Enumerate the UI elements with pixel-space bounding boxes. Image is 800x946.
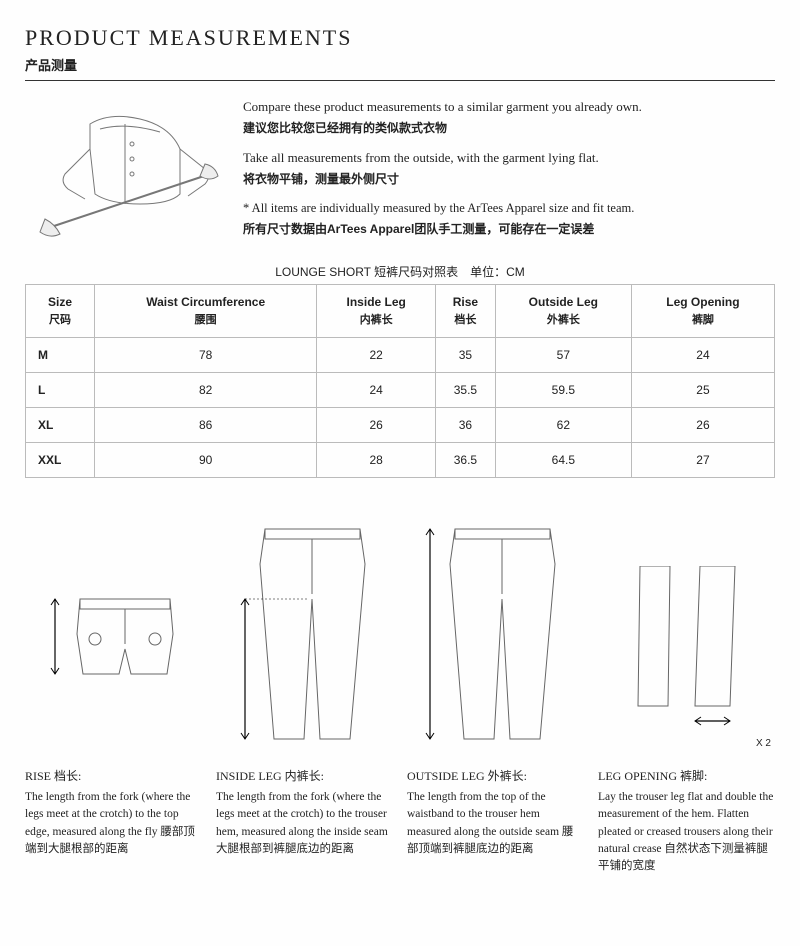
- table-cell: 24: [317, 373, 436, 408]
- rise-diagram: [25, 519, 205, 749]
- table-cell: 27: [631, 443, 774, 478]
- table-cell: 64.5: [495, 443, 631, 478]
- def-rise: RISE 档长: The length from the fork (where…: [25, 767, 202, 875]
- table-row: XL8626366226: [26, 408, 775, 443]
- def-outside-leg: OUTSIDE LEG 外裤长: The length from the top…: [407, 767, 584, 875]
- def-inside-leg: INSIDE LEG 内裤长: The length from the fork…: [216, 767, 393, 875]
- table-cell: 35.5: [436, 373, 496, 408]
- def-outside-leg-title: OUTSIDE LEG 外裤长:: [407, 767, 584, 785]
- definitions-row: RISE 档长: The length from the fork (where…: [25, 767, 775, 875]
- intro-line2-en: Take all measurements from the outside, …: [243, 150, 775, 166]
- table-cell: 36.5: [436, 443, 496, 478]
- table-cell: 26: [317, 408, 436, 443]
- def-inside-leg-title: INSIDE LEG 内裤长:: [216, 767, 393, 785]
- col-header: Rise档长: [436, 285, 496, 338]
- measuring-sketch: [25, 99, 225, 249]
- table-row: L822435.559.525: [26, 373, 775, 408]
- col-header: Leg Opening裤脚: [631, 285, 774, 338]
- intro-section: Compare these product measurements to a …: [25, 99, 775, 249]
- def-inside-leg-text: The length from the fork (where the legs…: [216, 789, 393, 858]
- def-rise-title: RISE 档长:: [25, 767, 202, 785]
- leg-opening-diagram: X 2: [595, 506, 775, 749]
- table-cell: 90: [95, 443, 317, 478]
- table-cell: 28: [317, 443, 436, 478]
- table-cell: 24: [631, 338, 774, 373]
- intro-line1-en: Compare these product measurements to a …: [243, 99, 775, 115]
- intro-line2-cn: 将衣物平铺，测量最外侧尺寸: [243, 170, 775, 187]
- intro-note-cn: 所有尺寸数据由ArTees Apparel团队手工测量，可能存在一定误差: [243, 220, 775, 237]
- table-row: M7822355724: [26, 338, 775, 373]
- table-cell: 36: [436, 408, 496, 443]
- size-table: Size尺码Waist Circumference腰围Inside Leg内裤长…: [25, 284, 775, 478]
- table-cell: 86: [95, 408, 317, 443]
- def-outside-leg-text: The length from the top of the waistband…: [407, 789, 584, 858]
- table-cell: 59.5: [495, 373, 631, 408]
- x2-label: X 2: [591, 738, 779, 749]
- outside-leg-diagram: [405, 519, 585, 749]
- page-title-cn: 产品测量: [25, 55, 775, 74]
- title-divider: [25, 80, 775, 81]
- table-row: XXL902836.564.527: [26, 443, 775, 478]
- def-leg-opening-title: LEG OPENING 裤脚:: [598, 767, 775, 785]
- col-header: Outside Leg外裤长: [495, 285, 631, 338]
- intro-note-en: * All items are individually measured by…: [243, 201, 775, 216]
- diagram-row: X 2: [25, 506, 775, 749]
- table-cell: 25: [631, 373, 774, 408]
- table-cell: 26: [631, 408, 774, 443]
- def-leg-opening: LEG OPENING 裤脚: Lay the trouser leg flat…: [598, 767, 775, 875]
- table-cell: M: [26, 338, 95, 373]
- inside-leg-diagram: [215, 519, 395, 749]
- def-leg-opening-text: Lay the trouser leg flat and double the …: [598, 789, 775, 875]
- table-cell: 57: [495, 338, 631, 373]
- col-header: Inside Leg内裤长: [317, 285, 436, 338]
- intro-text: Compare these product measurements to a …: [243, 99, 775, 249]
- page-title-en: PRODUCT MEASUREMENTS: [25, 25, 775, 51]
- table-cell: XL: [26, 408, 95, 443]
- table-caption: LOUNGE SHORT 短裤尺码对照表 单位：CM: [25, 263, 775, 280]
- table-cell: 82: [95, 373, 317, 408]
- table-cell: 22: [317, 338, 436, 373]
- col-header: Waist Circumference腰围: [95, 285, 317, 338]
- intro-line1-cn: 建议您比较您已经拥有的类似款式衣物: [243, 119, 775, 136]
- table-cell: 35: [436, 338, 496, 373]
- col-header: Size尺码: [26, 285, 95, 338]
- def-rise-text: The length from the fork (where the legs…: [25, 789, 202, 858]
- table-cell: 62: [495, 408, 631, 443]
- table-cell: XXL: [26, 443, 95, 478]
- table-cell: 78: [95, 338, 317, 373]
- table-cell: L: [26, 373, 95, 408]
